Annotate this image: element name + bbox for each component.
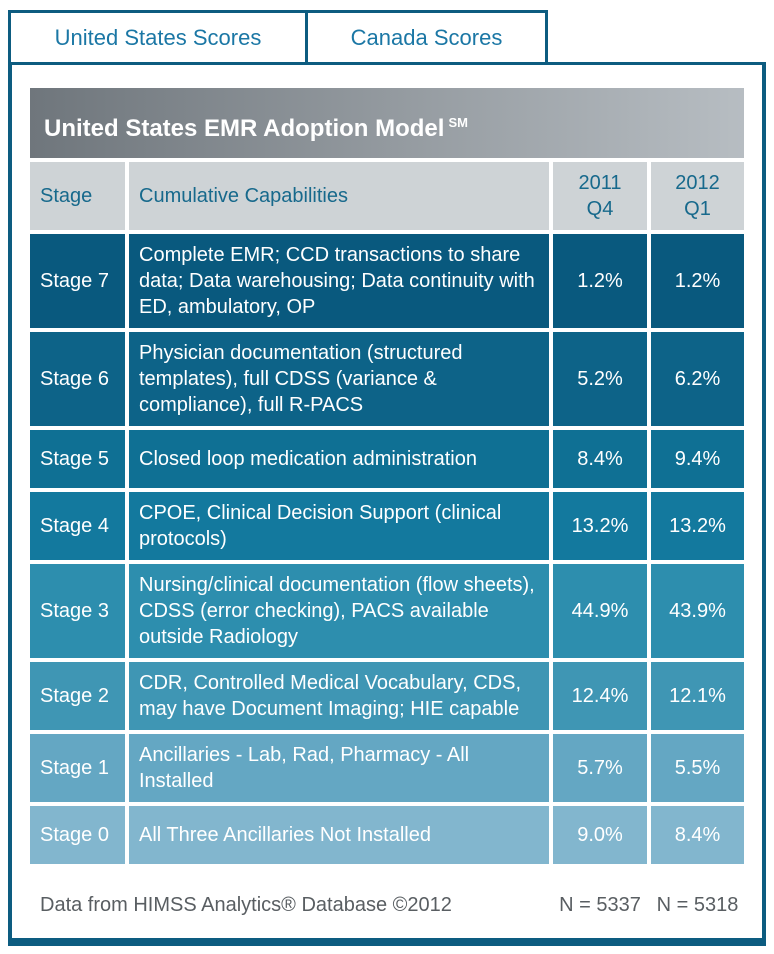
table-title-bar: United States EMR Adoption Model SM: [30, 88, 744, 158]
header-cumulative-capabilities: Cumulative Capabilities: [129, 162, 549, 230]
value-2012-q1: 1.2%: [674, 270, 721, 292]
stage-label: Stage 0: [40, 824, 109, 846]
table-title: United States EMR Adoption Model: [44, 115, 445, 142]
table-row-stage-6: Stage 6 Physician documentation (structu…: [30, 332, 744, 426]
stage-label: Stage 2: [40, 685, 109, 707]
table-row-stage-7: Stage 7 Complete EMR; CCD transactions t…: [30, 234, 744, 328]
stage-label: Stage 5: [40, 448, 109, 470]
emr-adoption-table: Stage Cumulative Capabilities 2011 Q4 20…: [26, 158, 748, 936]
capabilities-text: Ancillaries - Lab, Rad, Pharmacy - All I…: [139, 744, 470, 792]
sample-size-2012-q1: N = 5318: [656, 894, 739, 916]
table-row-stage-0: Stage 0 All Three Ancillaries Not Instal…: [30, 806, 744, 864]
table-row-stage-5: Stage 5 Closed loop medication administr…: [30, 430, 744, 488]
table-row-stage-1: Stage 1 Ancillaries - Lab, Rad, Pharmacy…: [30, 734, 744, 802]
tab-united-states-scores-label: United States Scores: [54, 24, 262, 50]
table-header-row: Stage Cumulative Capabilities 2011 Q4 20…: [30, 162, 744, 230]
table-row-stage-3: Stage 3 Nursing/clinical documentation (…: [30, 564, 744, 658]
header-2011-q4: 2011 Q4: [553, 162, 647, 230]
tab-canada-scores-label: Canada Scores: [350, 24, 503, 50]
capabilities-text: Complete EMR; CCD transactions to share …: [139, 244, 535, 318]
data-source-note: Data from HIMSS Analytics® Database ©201…: [40, 894, 452, 916]
value-2012-q1: 8.4%: [674, 824, 721, 846]
capabilities-text: CPOE, Clinical Decision Support (clinica…: [139, 502, 502, 550]
stage-label: Stage 6: [40, 368, 109, 390]
tab-canada-scores[interactable]: Canada Scores: [305, 10, 548, 62]
title-superscript-sm: SM: [448, 115, 468, 130]
stage-label: Stage 1: [40, 757, 109, 779]
table-row-stage-2: Stage 2 CDR, Controlled Medical Vocabula…: [30, 662, 744, 730]
stage-label: Stage 3: [40, 600, 109, 622]
table-footer-row: Data from HIMSS Analytics® Database ©201…: [30, 868, 744, 932]
value-2011-q4: 5.7%: [577, 757, 623, 779]
value-2011-q4: 8.4%: [577, 448, 623, 470]
value-2012-q1: 43.9%: [669, 600, 726, 622]
value-2011-q4: 13.2%: [571, 515, 629, 537]
value-2012-q1: 9.4%: [674, 448, 721, 470]
stage-label: Stage 4: [40, 515, 109, 537]
value-2012-q1: 6.2%: [674, 368, 721, 390]
value-2011-q4: 12.4%: [571, 685, 629, 707]
value-2011-q4: 44.9%: [571, 600, 629, 622]
capabilities-text: Physician documentation (structured temp…: [139, 342, 463, 416]
value-2012-q1: 5.5%: [674, 757, 721, 779]
content-panel: United States EMR Adoption Model SM Stage…: [8, 62, 766, 946]
capabilities-text: Nursing/clinical documentation (flow she…: [139, 574, 535, 648]
tab-united-states-scores[interactable]: United States Scores: [8, 10, 308, 62]
sample-size-2011-q4: N = 5337: [559, 894, 641, 916]
header-stage: Stage: [30, 162, 125, 230]
value-2012-q1: 12.1%: [669, 685, 726, 707]
value-2012-q1: 13.2%: [669, 515, 726, 537]
value-2011-q4: 9.0%: [577, 824, 623, 846]
capabilities-text: Closed loop medication administration: [139, 448, 477, 470]
table-row-stage-4: Stage 4 CPOE, Clinical Decision Support …: [30, 492, 744, 560]
tab-bar: United States Scores Canada Scores: [8, 10, 766, 62]
capabilities-text: CDR, Controlled Medical Vocabulary, CDS,…: [139, 672, 522, 720]
value-2011-q4: 1.2%: [577, 270, 623, 292]
capabilities-text: All Three Ancillaries Not Installed: [139, 824, 431, 846]
header-2012-q1: 2012 Q1: [651, 162, 744, 230]
value-2011-q4: 5.2%: [577, 368, 623, 390]
stage-label: Stage 7: [40, 270, 109, 292]
